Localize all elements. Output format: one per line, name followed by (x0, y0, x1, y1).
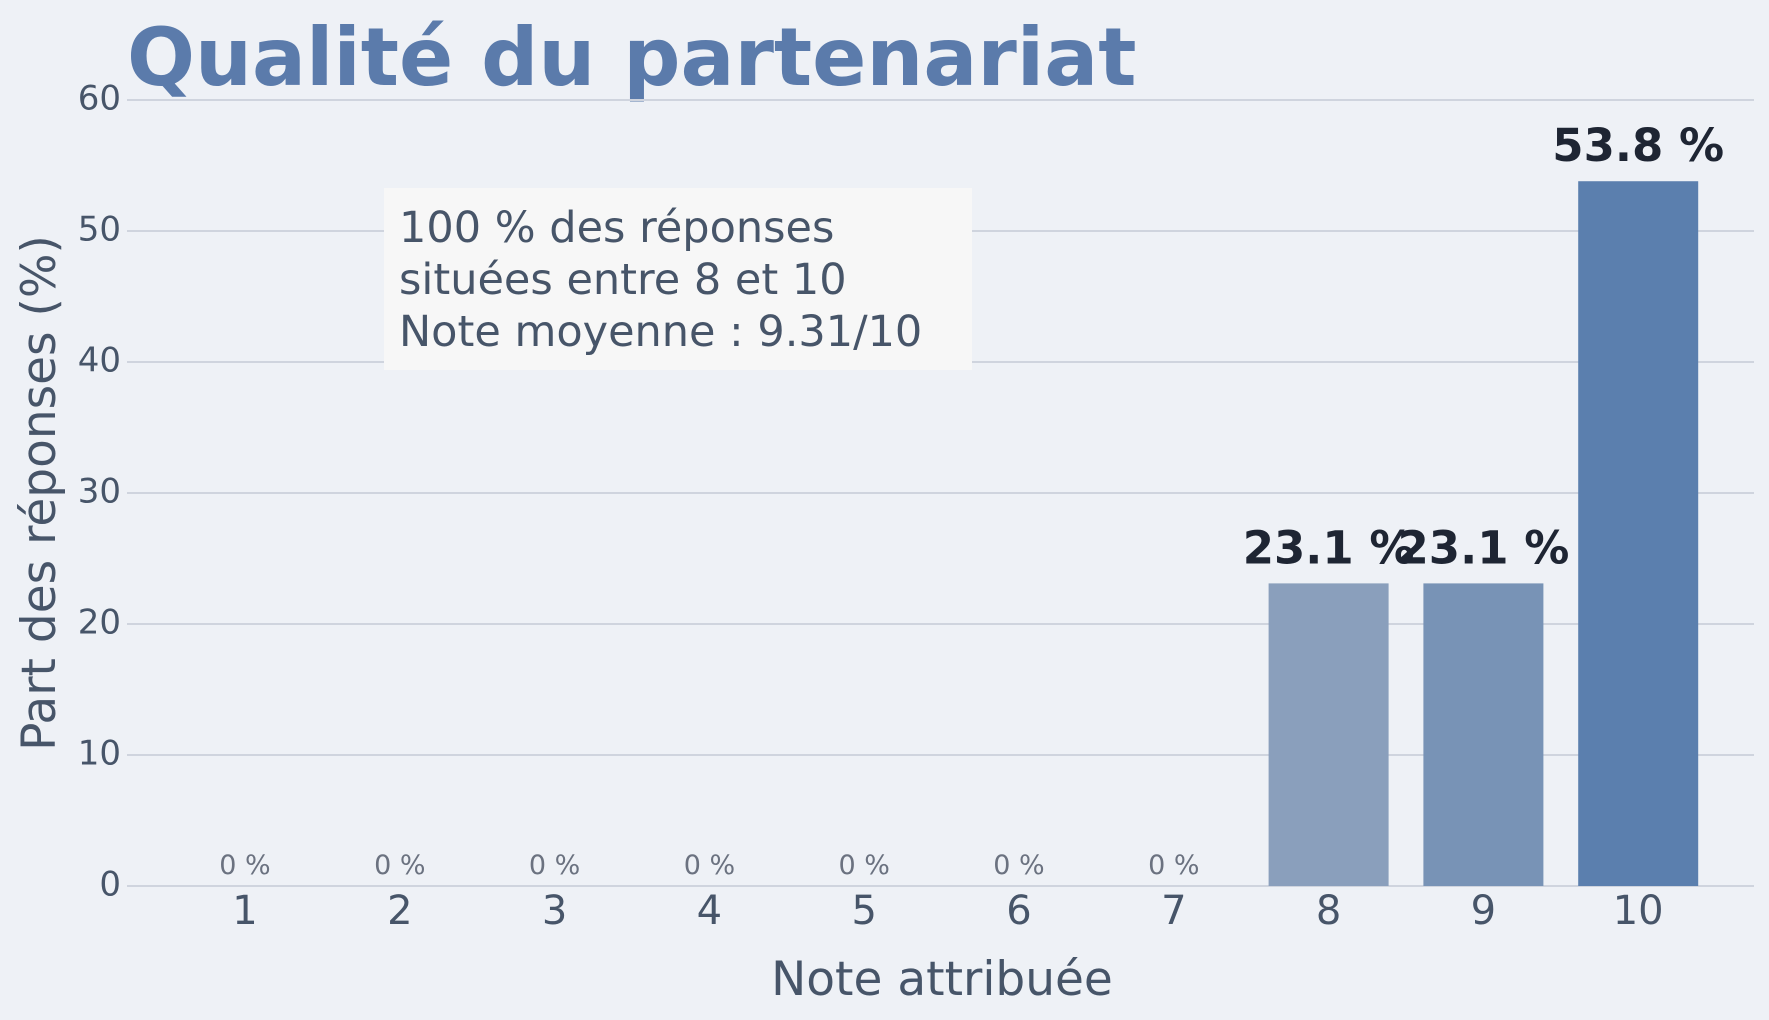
value-label: 23.1 % (1398, 521, 1570, 574)
y-tick-label: 30 (78, 472, 121, 512)
value-label: 0 % (684, 850, 735, 881)
bar (1268, 583, 1389, 886)
value-label: 0 % (838, 850, 889, 881)
chart-title: Qualité du partenariat (127, 11, 1136, 104)
y-tick-label: 60 (78, 79, 121, 119)
value-label: 53.8 % (1552, 119, 1724, 172)
x-tick-label: 8 (1316, 888, 1341, 934)
annotation-text: Note moyenne : 9.31/10 (399, 307, 922, 357)
x-tick-label: 1 (232, 888, 257, 934)
y-tick-label: 10 (78, 734, 121, 774)
x-tick-label: 5 (851, 888, 876, 934)
value-label: 0 % (219, 850, 270, 881)
value-label: 23.1 % (1243, 521, 1415, 574)
value-label: 0 % (529, 850, 580, 881)
x-tick-label: 7 (1161, 888, 1186, 934)
y-axis-label: Part des réponses (%) (12, 235, 67, 751)
x-tick-label: 10 (1613, 888, 1664, 934)
annotation-box (384, 188, 972, 370)
x-tick-label: 4 (697, 888, 722, 934)
y-tick-label: 50 (78, 210, 121, 250)
x-tick-label: 6 (1006, 888, 1031, 934)
value-label: 0 % (374, 850, 425, 881)
y-tick-label: 40 (78, 341, 121, 381)
value-label: 0 % (1148, 850, 1199, 881)
x-axis-label: Note attribuée (771, 952, 1113, 1007)
y-tick-label: 0 (99, 865, 121, 905)
x-tick-label: 2 (387, 888, 412, 934)
bar (1423, 583, 1544, 886)
annotation-text: situées entre 8 et 10 (399, 255, 847, 305)
y-tick-label: 20 (78, 603, 121, 643)
annotation-text: 100 % des réponses (399, 203, 834, 253)
x-tick-label: 9 (1471, 888, 1496, 934)
value-label: 0 % (993, 850, 1044, 881)
x-tick-label: 3 (542, 888, 567, 934)
bar (1578, 181, 1699, 887)
